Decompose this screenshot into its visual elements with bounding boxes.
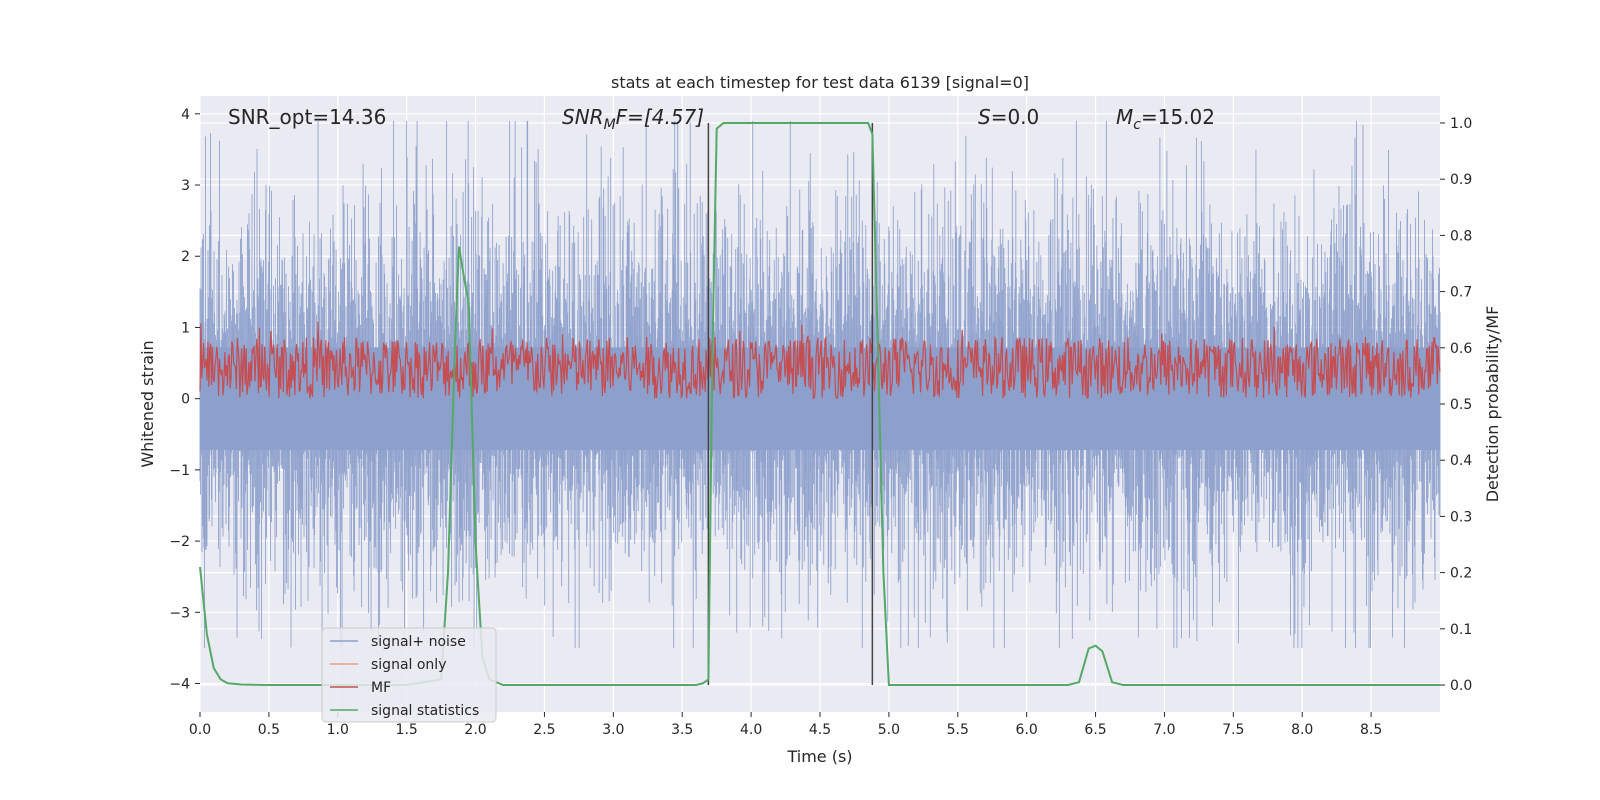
legend-label-signal-noise: signal+ noise (371, 634, 466, 650)
legend-label-signal-only: signal only (371, 657, 446, 673)
y-tick-label-left: 1 (181, 320, 190, 336)
y-tick-label-left: −2 (169, 534, 190, 550)
mc-annotation: Mc=15.02 (1116, 105, 1215, 133)
x-tick-label: 3.5 (671, 722, 693, 738)
x-tick-label: 6.0 (1016, 722, 1038, 738)
mf-series (199, 321, 1441, 400)
x-tick-label: 2.0 (464, 722, 486, 738)
y-tick-label-right: 0.4 (1450, 453, 1472, 469)
legend-label-mf: MF (371, 680, 391, 696)
snr-mf-annotation: SNRMF=[4.57] (562, 105, 704, 133)
y-tick-label-right: 0.1 (1450, 622, 1472, 638)
y-tick-label-left: 3 (181, 178, 190, 194)
x-axis-label: Time (s) (786, 747, 852, 766)
y-axis-label-right: Detection probability/MF (1483, 306, 1502, 503)
snr-mf-value: F=[4.57] (616, 105, 704, 129)
y-tick-label-left: 2 (181, 249, 190, 265)
y-tick-label-right: 0.9 (1450, 172, 1472, 188)
left-axis-ticks: 4 3 2 1 0 −1 −2 −3 −4 (169, 107, 200, 693)
mc-label: M (1116, 105, 1133, 129)
x-tick-label: 2.5 (533, 722, 555, 738)
y-tick-label-right: 0.8 (1450, 228, 1472, 244)
legend: signal+ noise signal only MF signal stat… (321, 627, 497, 723)
snr-mf-subscript: M (604, 117, 616, 133)
y-axis-label-left: Whitened strain (138, 340, 157, 467)
x-tick-label: 1.5 (396, 722, 418, 738)
x-tick-label: 8.5 (1360, 722, 1382, 738)
x-tick-label: 1.0 (327, 722, 349, 738)
y-tick-label-right: 0.2 (1450, 566, 1472, 582)
y-tick-label-right: 1.0 (1450, 116, 1472, 132)
x-tick-label: 0.0 (189, 722, 211, 738)
vertical-markers (707, 122, 874, 686)
right-axis-ticks: 1.0 0.9 0.8 0.7 0.6 0.5 0.4 0.3 0.2 0.1 0.0 (1440, 116, 1472, 694)
x-tick-label: 5.5 (947, 722, 969, 738)
y-tick-label-left: −4 (169, 677, 190, 693)
x-tick-label: 0.5 (258, 722, 280, 738)
mf-trace (199, 321, 1441, 400)
s-label: S (978, 105, 991, 129)
y-tick-label-left: 0 (181, 392, 190, 408)
y-tick-label-left: −1 (169, 463, 190, 479)
y-tick-label-right: 0.5 (1450, 397, 1472, 413)
x-tick-label: 4.5 (809, 722, 831, 738)
snr-opt-annotation: SNR_opt=14.36 (228, 105, 386, 129)
mc-subscript: c (1133, 117, 1141, 133)
x-axis-ticks: 0.0 0.5 1.0 1.5 2.0 2.5 3.0 3.5 4.0 4.5 5.0 5.5 6.0 6… (189, 712, 1382, 738)
y-tick-label-left: −3 (169, 605, 190, 621)
s-annotation: S=0.0 (978, 105, 1039, 129)
mc-value: =15.02 (1141, 105, 1215, 129)
y-tick-label-right: 0.0 (1450, 678, 1472, 694)
x-tick-label: 7.5 (1222, 722, 1244, 738)
y-tick-label-right: 0.6 (1450, 341, 1472, 357)
x-tick-label: 7.0 (1153, 722, 1175, 738)
x-tick-label: 5.0 (878, 722, 900, 738)
x-tick-label: 3.0 (602, 722, 624, 738)
x-tick-label: 6.5 (1084, 722, 1106, 738)
y-tick-label-right: 0.7 (1450, 285, 1472, 301)
chart-title: stats at each timestep for test data 613… (611, 73, 1029, 92)
y-tick-label-right: 0.3 (1450, 509, 1472, 525)
legend-label-signal-statistics: signal statistics (371, 703, 479, 719)
s-value: =0.0 (991, 105, 1040, 129)
y-tick-label-left: 4 (181, 107, 190, 123)
legend-box (321, 627, 497, 723)
x-tick-label: 4.0 (740, 722, 762, 738)
snr-mf-label: SNR (562, 105, 604, 129)
x-tick-label: 8.0 (1291, 722, 1313, 738)
